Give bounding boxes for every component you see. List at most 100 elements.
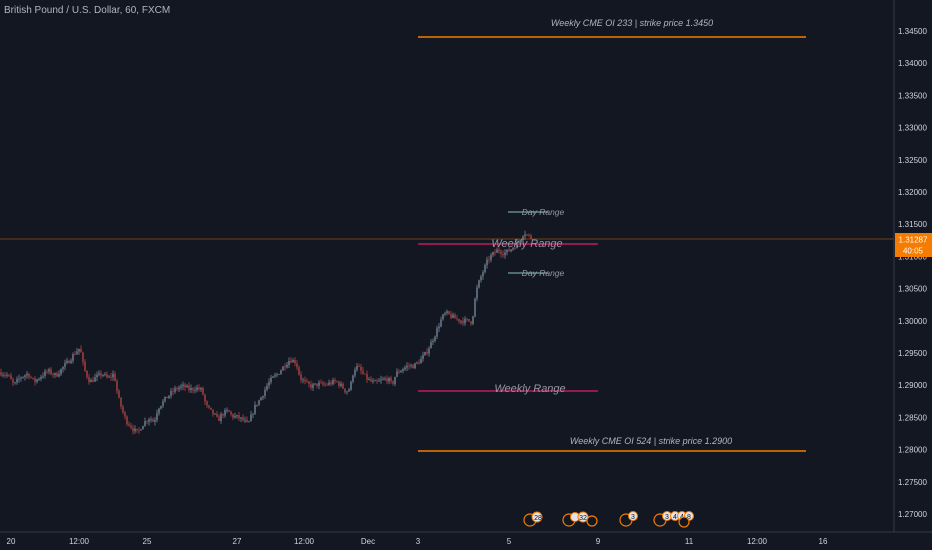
candle-body [110,376,112,378]
candle-body [344,388,346,393]
candle-body [254,405,256,414]
price-tick-label: 1.32500 [898,156,927,165]
candle-body [66,360,68,364]
candle-body [468,319,470,322]
candle-body [504,252,506,256]
candle-body [146,421,148,422]
candle-body [332,380,334,385]
event-marker[interactable]: 28 [523,511,543,527]
candle-body [320,382,322,384]
candle-body [464,318,466,324]
candle-body [50,369,52,374]
candle-body [4,375,6,376]
candle-body [32,377,34,379]
candle-body [120,397,122,407]
candle-body [376,380,378,382]
candle-body [72,354,74,361]
candle-body [42,376,44,377]
event-marker[interactable]: 32 [562,511,598,527]
candle-body [462,320,464,324]
candle-body [18,378,20,380]
candle-body [334,380,336,382]
candle-body [424,352,426,356]
candle-body [432,341,434,343]
candle-body [294,360,296,364]
event-marker[interactable]: 3 4 4 8 [653,511,694,528]
candle-body [222,414,224,416]
event-markers[interactable]: 28 32 3 3 4 4 8 [523,511,694,528]
price-tick-label: 1.27000 [898,510,927,519]
candle-body [354,369,356,376]
candle-body [324,384,326,386]
candle-body [366,374,368,380]
candle-body [52,374,54,375]
candle-body [236,415,238,417]
candle-body [180,386,182,388]
candle-body [368,379,370,380]
candle-body [98,373,100,375]
candle-body [156,413,158,421]
candle-body [482,272,484,277]
candle-body [24,375,26,377]
candle-body [170,391,172,396]
event-label: 3 [665,514,669,521]
candle-body [520,240,522,242]
candle-body [116,381,118,392]
candle-body [256,404,258,406]
time-tick-label: 25 [143,537,152,546]
time-tick-label: 11 [685,537,694,546]
time-tick-label: 12:00 [747,537,768,546]
candle-body [288,361,290,365]
event-label: 3 [631,514,635,521]
candle-body [108,376,110,378]
candle-body [280,370,282,375]
candle-body [60,369,62,375]
candle-body [508,249,510,252]
candle-body [82,352,84,362]
price-tick-label: 1.29500 [898,349,927,358]
candle-body [54,373,56,375]
candle-body [126,416,128,425]
time-axis[interactable]: 20 12:00 25 27 12:00 Dec 3 5 9 11 12:00 16 [0,531,932,550]
event-marker[interactable]: 3 [619,511,638,527]
candle-body [106,374,108,378]
oi-233-label: Weekly CME OI 233 | strike price 1.3450 [551,18,713,28]
candle-body [404,367,406,370]
event-label: 32 [579,515,587,522]
candle-body [234,416,236,418]
candle-body [174,388,176,392]
candle-body [134,428,136,432]
candle-body [28,373,30,378]
candle-body [484,265,486,273]
candle-body [208,405,210,408]
candle-body [160,406,162,409]
candle-body [378,380,380,382]
candle-body [252,413,254,415]
candle-body [438,326,440,329]
candle-body [306,381,308,382]
candle-body [264,389,266,396]
price-tick-label: 1.34000 [898,59,927,68]
time-tick-label: 16 [819,537,828,546]
candle-body [318,382,320,386]
candle-body [316,383,318,386]
price-tick-label: 1.33000 [898,124,927,133]
candle-body [258,400,260,405]
weekly-range-upper-label: Weekly Range [491,238,562,250]
price-tick-label: 1.33500 [898,91,927,100]
candle-body [304,379,306,382]
candle-body [282,366,284,371]
candle-body [428,348,430,354]
candle-body [492,252,494,256]
candle-body [96,374,98,378]
candle-body [300,374,302,380]
candle-body [274,375,276,377]
time-tick-label: 12:00 [294,537,315,546]
price-axis[interactable]: 1.34500 1.34000 1.33500 1.33000 1.32500 1.320… [893,0,932,532]
candle-body [94,377,96,382]
price-tag: 1.31287 40:05 [895,233,932,257]
candle-body [390,377,392,382]
candle-body [386,378,388,382]
candle-body [516,242,518,249]
